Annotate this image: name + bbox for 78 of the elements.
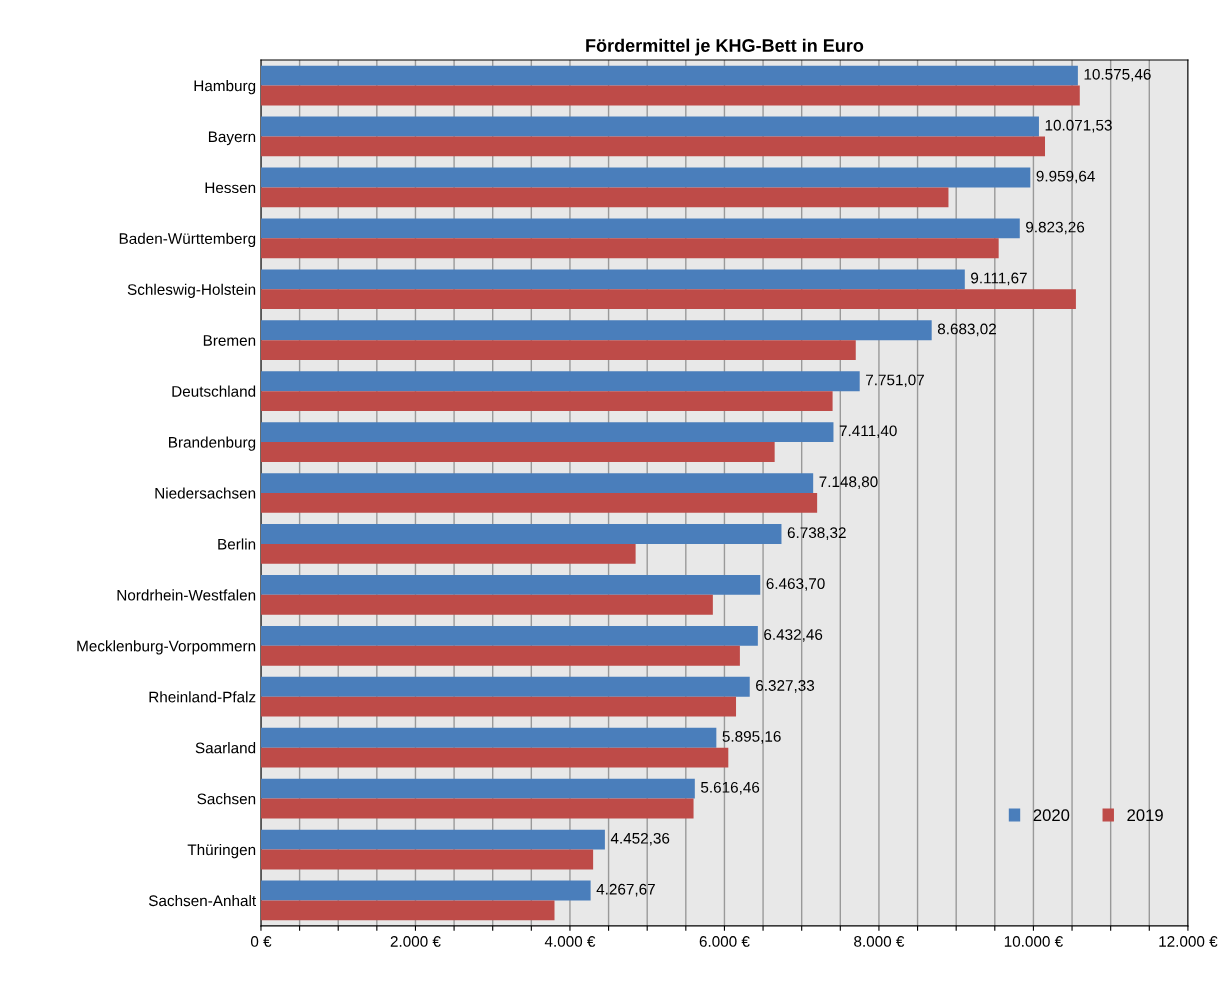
- bar: [260, 422, 834, 443]
- data-label: 4.267,67: [596, 883, 655, 897]
- y-tick-label: Baden-Württemberg: [119, 232, 256, 248]
- y-tick-label: Saarland: [195, 742, 256, 754]
- bar: [260, 269, 965, 290]
- data-label: 9.823,26: [1026, 221, 1085, 235]
- legend-label: 2019: [1127, 809, 1163, 822]
- bar: [260, 371, 860, 392]
- bar: [260, 575, 761, 595]
- bar: [260, 289, 1076, 310]
- data-label: 7.148,80: [819, 476, 878, 489]
- x-tick-label: 10.000 €: [1004, 936, 1063, 947]
- bar: [260, 116, 1039, 137]
- bar: [260, 167, 1031, 188]
- chart-title: Fördermittel je KHG-Bett in Euro: [586, 38, 864, 56]
- data-label: 9.959,64: [1036, 170, 1095, 184]
- y-tick-label: Bayern: [208, 131, 256, 146]
- bar: [260, 625, 758, 646]
- bar: [260, 594, 713, 615]
- bar: [260, 747, 729, 768]
- bar: [260, 218, 1020, 239]
- bar: [260, 473, 814, 493]
- data-label: 4.452,36: [610, 832, 670, 846]
- y-tick-label: Mecklenburg-Vorpommern: [77, 640, 256, 655]
- bar: [260, 442, 775, 462]
- y-tick-label: Rheinland-Pfalz: [149, 691, 256, 703]
- data-label: 10.575,46: [1084, 68, 1151, 82]
- data-label: 9.111,67: [971, 272, 1027, 286]
- bar: [260, 778, 695, 799]
- bar: [260, 340, 856, 361]
- data-label: 7.751,07: [866, 374, 924, 388]
- bar: [260, 492, 818, 513]
- bar: [260, 900, 555, 921]
- y-tick-label: Nordrhein-Westfalen: [117, 589, 256, 601]
- y-tick-label: Schleswig-Holstein: [127, 283, 256, 298]
- data-label: 10.071,53: [1045, 119, 1112, 133]
- data-label: 5.895,16: [722, 731, 781, 744]
- y-tick-label: Hamburg: [194, 79, 256, 95]
- bar: [260, 696, 737, 717]
- bar: [260, 645, 740, 666]
- y-tick-label: Deutschland: [172, 385, 256, 397]
- bar: [260, 136, 1046, 157]
- bar: [260, 85, 1080, 106]
- y-tick-label: Sachsen-Anhalt: [148, 894, 256, 907]
- x-tick-label: 2.000 €: [390, 936, 441, 947]
- x-tick-label: 6.000 €: [699, 936, 750, 947]
- bar: [260, 391, 833, 411]
- data-label: 5.616,46: [700, 781, 760, 795]
- bar: [260, 727, 717, 748]
- bar: [260, 320, 932, 341]
- x-tick-label: 8.000 €: [854, 936, 905, 947]
- bar: [260, 543, 636, 564]
- bar: [260, 849, 594, 870]
- bar: [260, 187, 949, 208]
- data-label: 6.463,70: [766, 578, 825, 591]
- x-tick-label: 4.000 €: [544, 936, 596, 947]
- y-tick-label: Thüringen: [187, 843, 256, 859]
- x-tick-label: 0 €: [250, 936, 272, 947]
- bar: [260, 676, 750, 697]
- data-label: 6.432,46: [764, 629, 823, 642]
- data-label: 7.411,40: [839, 425, 897, 439]
- data-label: 8.683,02: [937, 323, 996, 337]
- legend-label: 2020: [1033, 809, 1070, 822]
- x-tick-label: 12.000 €: [1159, 936, 1218, 947]
- bar: [260, 524, 782, 544]
- y-tick-label: Berlin: [218, 538, 256, 550]
- data-label: 6.327,33: [756, 680, 815, 693]
- bar: [260, 798, 694, 819]
- y-tick-label: Sachsen: [197, 793, 256, 805]
- data-label: 6.738,32: [787, 527, 846, 540]
- bar: [260, 880, 591, 901]
- bar: [260, 65, 1078, 86]
- y-tick-label: Brandenburg: [169, 436, 256, 451]
- y-tick-label: Bremen: [203, 335, 256, 346]
- y-tick-label: Niedersachsen: [155, 487, 256, 499]
- bar: [260, 829, 605, 850]
- bar: [260, 238, 999, 259]
- y-tick-label: Hessen: [205, 182, 256, 194]
